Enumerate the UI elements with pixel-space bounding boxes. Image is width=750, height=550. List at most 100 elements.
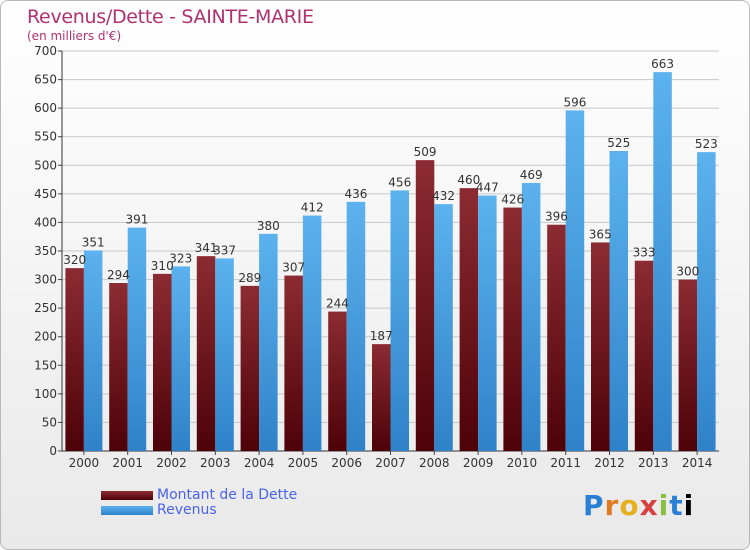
bar-revenue bbox=[521, 183, 541, 451]
bar-revenue bbox=[653, 72, 672, 452]
bar-revenue bbox=[171, 266, 190, 451]
data-label-debt: 310 bbox=[151, 259, 174, 273]
legend-swatch-debt bbox=[101, 490, 153, 500]
y-tick-label: 100 bbox=[34, 387, 57, 401]
y-tick-label: 600 bbox=[34, 101, 57, 115]
data-label-revenue: 525 bbox=[607, 136, 630, 150]
data-label-debt: 187 bbox=[370, 329, 393, 343]
bar-revenue bbox=[259, 233, 278, 451]
chart-subtitle: (en milliers d'€) bbox=[27, 29, 122, 43]
bar-debt bbox=[65, 268, 84, 451]
chart-title: Revenus/Dette - SAINTE-MARIE bbox=[27, 6, 314, 28]
x-tick-label: 2009 bbox=[463, 456, 494, 470]
legend-item-revenue: Revenus bbox=[101, 502, 217, 518]
bar-revenue bbox=[434, 204, 453, 451]
legend-item-debt: Montant de la Dette bbox=[101, 487, 297, 503]
bar-debt bbox=[240, 285, 260, 451]
bar-debt bbox=[459, 188, 479, 451]
data-label-revenue: 523 bbox=[695, 137, 718, 151]
y-tick-label: 200 bbox=[34, 330, 57, 344]
bar-debt bbox=[591, 242, 610, 451]
y-tick-label: 50 bbox=[42, 415, 57, 429]
data-label-debt: 396 bbox=[545, 210, 568, 224]
y-tick-label: 500 bbox=[34, 158, 57, 172]
bar-debt bbox=[634, 260, 654, 451]
x-tick-label: 2003 bbox=[200, 456, 231, 470]
x-tick-label: 2007 bbox=[375, 456, 406, 470]
x-tick-label: 2006 bbox=[331, 456, 362, 470]
y-tick-label: 350 bbox=[34, 244, 57, 258]
x-tick-label: 2002 bbox=[156, 456, 187, 470]
bar-revenue bbox=[215, 258, 234, 451]
data-label-revenue: 432 bbox=[432, 189, 455, 203]
data-label-debt: 320 bbox=[63, 253, 86, 267]
x-tick-label: 2014 bbox=[682, 456, 713, 470]
data-label-revenue: 351 bbox=[82, 235, 105, 249]
data-label-revenue: 391 bbox=[125, 213, 148, 227]
bar-debt bbox=[547, 224, 566, 451]
bar-revenue bbox=[565, 110, 585, 451]
y-tick-label: 0 bbox=[49, 444, 57, 458]
x-tick-label: 2004 bbox=[244, 456, 275, 470]
legend-swatch-revenue bbox=[101, 505, 153, 515]
proxiti-logo: Proxiti bbox=[583, 489, 695, 522]
bar-debt bbox=[109, 283, 128, 451]
data-label-debt: 333 bbox=[633, 246, 656, 260]
bar-debt bbox=[678, 279, 698, 451]
bar-debt bbox=[503, 207, 522, 451]
y-tick-label: 300 bbox=[34, 273, 57, 287]
data-label-debt: 426 bbox=[501, 193, 524, 207]
bar-revenue bbox=[83, 250, 103, 451]
data-label-revenue: 323 bbox=[169, 251, 192, 265]
y-tick-label: 700 bbox=[34, 44, 57, 58]
bar-debt bbox=[328, 311, 347, 451]
y-tick-label: 250 bbox=[34, 301, 57, 315]
x-tick-label: 2010 bbox=[507, 456, 538, 470]
data-label-revenue: 412 bbox=[301, 201, 324, 215]
data-label-debt: 307 bbox=[282, 261, 305, 275]
y-tick-label: 650 bbox=[34, 73, 57, 87]
data-label-revenue: 380 bbox=[257, 219, 280, 233]
bar-debt bbox=[284, 275, 303, 451]
data-label-debt: 509 bbox=[414, 145, 437, 159]
bar-revenue bbox=[478, 195, 497, 451]
data-label-debt: 294 bbox=[107, 268, 130, 282]
data-label-debt: 460 bbox=[457, 173, 480, 187]
y-tick-label: 550 bbox=[34, 130, 57, 144]
bar-revenue bbox=[127, 227, 147, 451]
bar-debt bbox=[196, 256, 216, 451]
x-tick-label: 2013 bbox=[638, 456, 669, 470]
data-label-debt: 244 bbox=[326, 297, 349, 311]
bar-debt bbox=[153, 273, 172, 451]
data-label-debt: 341 bbox=[195, 241, 218, 255]
x-tick-label: 2011 bbox=[550, 456, 581, 470]
data-label-revenue: 596 bbox=[563, 95, 586, 109]
x-tick-label: 2012 bbox=[594, 456, 625, 470]
data-label-debt: 289 bbox=[238, 271, 261, 285]
bar-debt bbox=[415, 160, 435, 451]
data-label-revenue: 469 bbox=[520, 168, 543, 182]
y-tick-label: 450 bbox=[34, 187, 57, 201]
x-tick-label: 2001 bbox=[112, 456, 143, 470]
data-label-revenue: 337 bbox=[213, 243, 236, 257]
bar-revenue bbox=[302, 215, 322, 451]
data-label-revenue: 436 bbox=[344, 187, 367, 201]
data-label-debt: 365 bbox=[589, 227, 612, 241]
data-label-debt: 300 bbox=[676, 265, 699, 279]
x-tick-label: 2008 bbox=[419, 456, 450, 470]
data-label-revenue: 447 bbox=[476, 181, 499, 195]
bar-revenue bbox=[697, 152, 716, 451]
data-label-revenue: 663 bbox=[651, 57, 674, 71]
data-label-revenue: 456 bbox=[388, 175, 411, 189]
bar-revenue bbox=[609, 151, 628, 451]
y-tick-label: 150 bbox=[34, 358, 57, 372]
x-tick-label: 2000 bbox=[69, 456, 100, 470]
bar-revenue bbox=[346, 201, 366, 451]
bar-revenue bbox=[390, 190, 409, 451]
bar-debt bbox=[372, 344, 391, 451]
legend-label-debt: Montant de la Dette bbox=[157, 487, 298, 503]
y-tick-label: 400 bbox=[34, 215, 57, 229]
x-tick-label: 2005 bbox=[288, 456, 319, 470]
